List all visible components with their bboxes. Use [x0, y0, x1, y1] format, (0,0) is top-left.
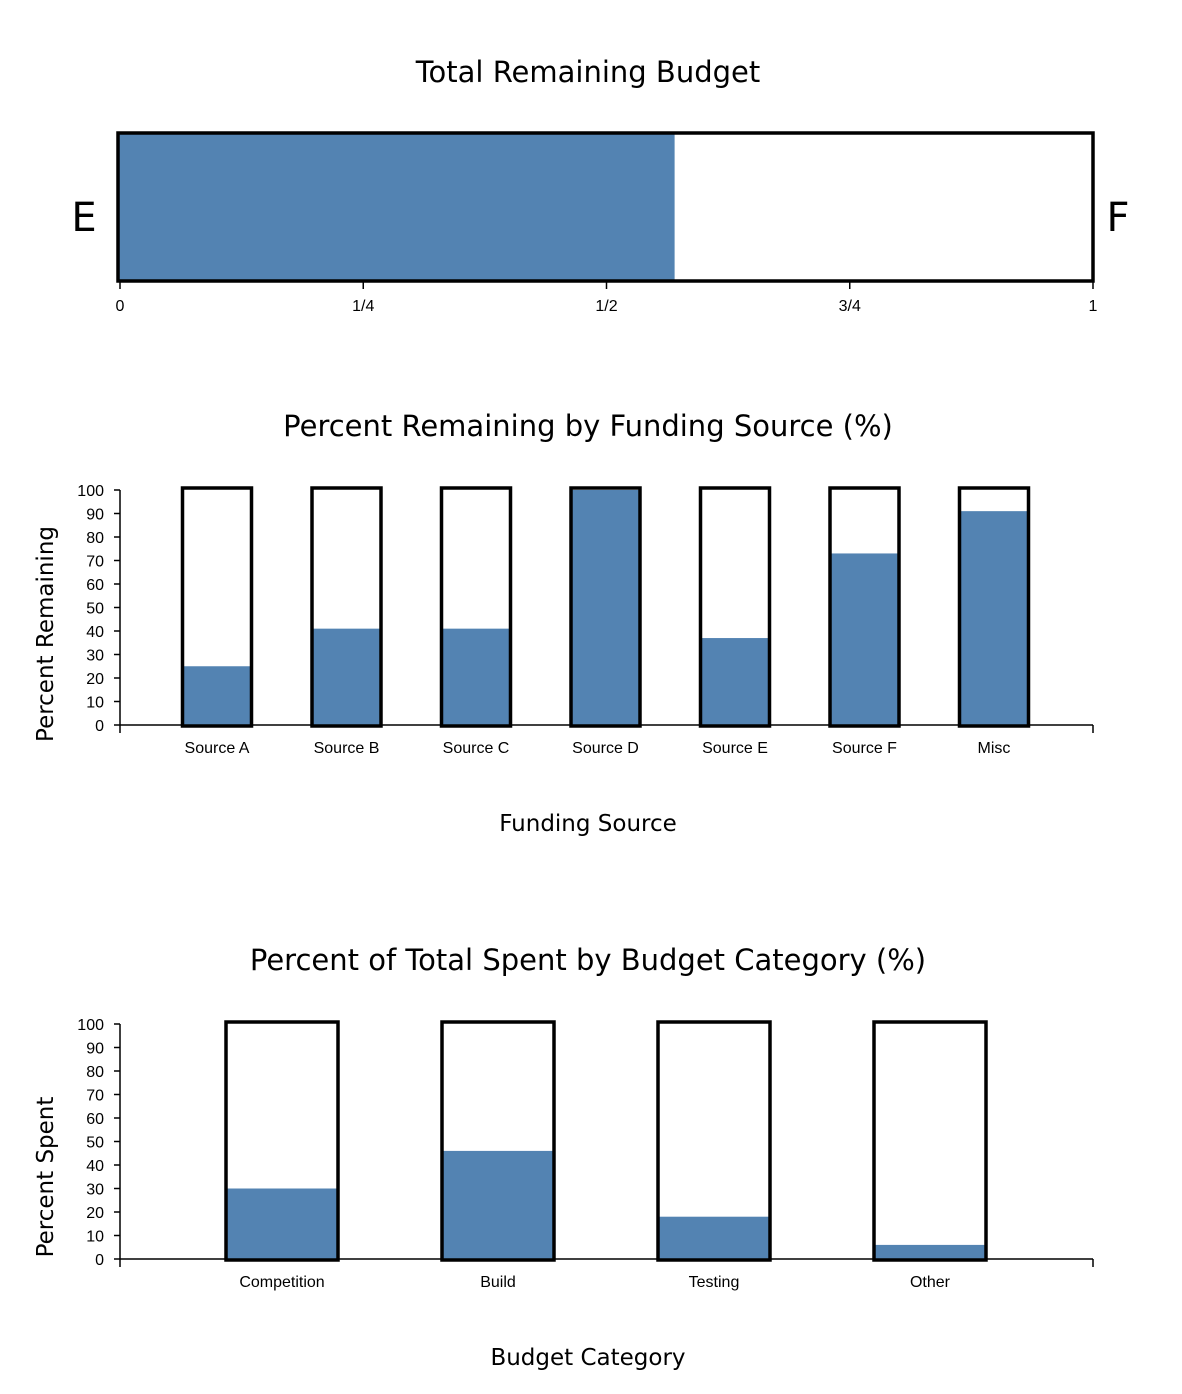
gauge-x-axis: 0 1/4 1/2 3/4 1 [116, 281, 1098, 315]
bar-fill [443, 1150, 553, 1259]
gauge-full-label: F [1106, 195, 1129, 241]
y-tick-label: 20 [86, 1205, 104, 1222]
gauge-title: Total Remaining Budget [415, 55, 760, 89]
x-tick-label: Source D [572, 740, 639, 757]
y-tick-label: 100 [77, 483, 104, 500]
gauge-tick-label: 3/4 [839, 298, 861, 315]
x-tick-label: Other [910, 1274, 951, 1291]
y-tick-label: 10 [86, 1229, 104, 1246]
gauge-fill-bar [119, 134, 675, 280]
x-tick-label: Build [480, 1274, 516, 1291]
y-tick-label: 100 [77, 1017, 104, 1034]
y-tick-label: 90 [86, 1041, 104, 1058]
bar-outline [828, 486, 901, 728]
x-tick-label: Competition [239, 1274, 324, 1291]
bar-fill [831, 553, 898, 725]
gauge-tick-label: 0 [116, 298, 125, 315]
category-chart-plot: 0 10 20 30 40 50 60 70 80 90 100 Competition Build Te… [77, 1017, 1094, 1291]
y-tick-label: 60 [86, 577, 104, 594]
bar-outline [440, 1020, 556, 1262]
y-tick-label: 80 [86, 530, 104, 547]
category-chart-title: Percent of Total Spent by Budget Categor… [250, 943, 926, 977]
funding-source-chart: Percent Remaining by Funding Source (%) … [33, 409, 1094, 837]
y-tick-label: 60 [86, 1111, 104, 1128]
y-tick-label: 90 [86, 507, 104, 524]
category-x-axis-title: Budget Category [490, 1345, 685, 1371]
bar-outline [180, 486, 254, 728]
y-tick-label: 40 [86, 624, 104, 641]
y-tick-label: 30 [86, 648, 104, 665]
x-tick-label: Source F [832, 740, 897, 757]
bar-fill [443, 628, 509, 725]
bar-fill [184, 666, 250, 725]
bar-outline [957, 486, 1031, 728]
y-tick-label: 0 [95, 718, 104, 735]
funding-y-axis-title: Percent Remaining [33, 526, 59, 742]
bar-fill [572, 490, 639, 725]
y-tick-label: 70 [86, 1088, 104, 1105]
gauge-tick-label: 1 [1089, 298, 1098, 315]
y-tick-label: 70 [86, 554, 104, 571]
x-tick-label: Misc [978, 740, 1011, 757]
bar-fill [875, 1244, 985, 1259]
x-tick-label: Source E [702, 740, 768, 757]
remaining-budget-gauge: Total Remaining Budget E F 0 1/4 1/2 3/4 1 [71, 55, 1129, 315]
x-tick-label: Source A [185, 740, 250, 757]
y-tick-label: 80 [86, 1064, 104, 1081]
bar-outline [439, 486, 513, 728]
gauge-outline [116, 131, 1095, 283]
funding-chart-plot: 0 10 20 30 40 50 60 70 80 90 100 Source A Source B So… [77, 483, 1094, 757]
y-tick-label: 30 [86, 1182, 104, 1199]
bar-fill [227, 1188, 337, 1259]
bar-fill [313, 628, 380, 725]
y-tick-label: 50 [86, 601, 104, 618]
x-tick-label: Source C [443, 740, 510, 757]
bar-fill [659, 1216, 769, 1259]
funding-chart-title: Percent Remaining by Funding Source (%) [283, 409, 893, 443]
x-tick-label: Source B [314, 740, 380, 757]
bar-outline [656, 1020, 772, 1262]
budget-category-chart: Percent of Total Spent by Budget Categor… [33, 943, 1094, 1371]
gauge-tick-label: 1/4 [352, 298, 374, 315]
category-y-axis-title: Percent Spent [33, 1097, 59, 1258]
y-tick-label: 40 [86, 1158, 104, 1175]
bar-outline [224, 1020, 340, 1262]
y-tick-label: 10 [86, 695, 104, 712]
bar-outline [872, 1020, 988, 1262]
bar-fill [702, 638, 768, 725]
gauge-tick-label: 1/2 [595, 298, 617, 315]
bar-outline [310, 486, 383, 728]
bar-outline [569, 486, 642, 728]
y-tick-label: 0 [95, 1252, 104, 1269]
y-tick-label: 20 [86, 671, 104, 688]
x-tick-label: Testing [689, 1274, 740, 1291]
bar-fill [961, 511, 1027, 725]
y-tick-label: 50 [86, 1135, 104, 1152]
gauge-empty-label: E [71, 195, 96, 241]
bar-outline [698, 486, 772, 728]
funding-x-axis-title: Funding Source [499, 811, 677, 837]
